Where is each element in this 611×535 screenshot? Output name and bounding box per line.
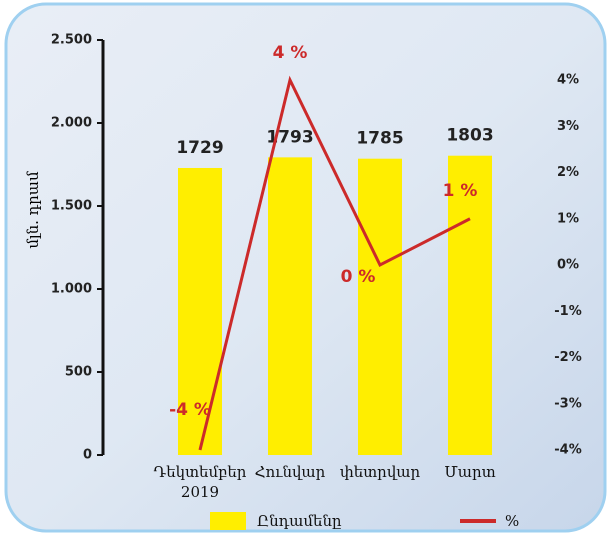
x-tick-label: Մարտ (415, 462, 525, 482)
y2-tick-label: 3% (557, 119, 579, 134)
y2-tick-label: 0% (557, 258, 579, 273)
y-tick-label: 2.000 (51, 116, 92, 131)
y-tick-label: 1.500 (51, 199, 92, 214)
line-value-label: 0 % (341, 267, 376, 287)
line-value-label: -4 % (169, 400, 211, 420)
bar-value-label: 1785 (356, 129, 403, 149)
bar-value-label: 1729 (176, 138, 223, 158)
bar (358, 159, 402, 455)
y2-tick-label: -3% (554, 396, 581, 411)
y2-tick-label: -2% (554, 350, 581, 365)
bar-value-label: 1803 (446, 126, 493, 146)
y2-tick-label: 2% (557, 165, 579, 180)
y-axis-label: մլն. դրամ (24, 171, 42, 249)
y2-tick-label: 1% (557, 211, 579, 226)
y-tick-label: 2.500 (51, 33, 92, 48)
legend-swatch (210, 512, 246, 530)
y2-tick-label: 4% (557, 73, 579, 88)
line-value-label: 4 % (273, 43, 308, 63)
y2-tick-label: -4% (554, 443, 581, 458)
y-tick-label: 1.000 (51, 282, 92, 297)
y2-tick-label: -1% (554, 304, 581, 319)
chart: մլն. դրամ 0 500 1.000 1.500 2.000 2.500 -4% -3%… (0, 0, 611, 535)
legend-label: Ընդամենը (257, 512, 342, 530)
legend-label: % (505, 512, 519, 530)
y-tick-label: 500 (65, 365, 92, 380)
line-value-label: 1 % (443, 181, 478, 201)
bar (268, 157, 312, 455)
y-tick-label: 0 (83, 448, 92, 463)
chart-card: մլն. դրամ 0 500 1.000 1.500 2.000 2.500 -4% -3%… (0, 0, 611, 535)
